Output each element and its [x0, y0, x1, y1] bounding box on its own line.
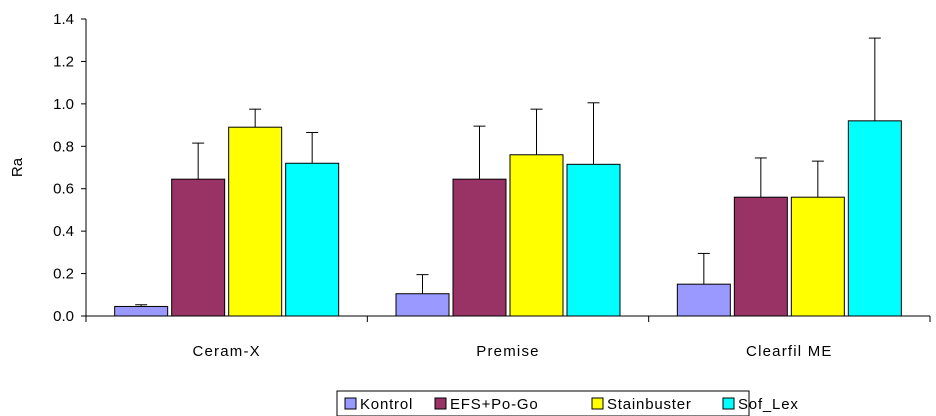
x-category-label: Clearfil ME: [746, 343, 833, 360]
y-tick-label: 0.0: [53, 308, 74, 325]
bar: [452, 178, 507, 317]
legend-entry: Kontrol: [360, 396, 413, 413]
bar: [171, 178, 226, 317]
bar: [790, 196, 845, 317]
bar: [114, 305, 169, 317]
bar: [847, 120, 902, 317]
bar: [566, 163, 621, 317]
y-tick-label: 1.2: [53, 53, 74, 70]
bars: [114, 37, 902, 317]
y-tick-label: 0.6: [53, 181, 74, 198]
y-tick-label: 0.2: [53, 266, 74, 283]
bar: [285, 162, 340, 317]
x-axis: Ceram-X Premise Clearfil ME: [85, 315, 931, 360]
y-tick-label: 1.0: [53, 96, 74, 113]
bar: [676, 283, 731, 317]
y-tick-label: 0.8: [53, 138, 74, 155]
bar: [228, 126, 283, 317]
legend-entry: Stainbuster: [607, 396, 692, 413]
legend-swatch: [434, 397, 447, 410]
legend-box: [336, 390, 750, 416]
legend-entry: EFS+Po-Go: [450, 396, 538, 413]
bar: [395, 293, 450, 317]
bar: [733, 196, 788, 317]
legend-entry: Sof_Lex: [738, 396, 799, 413]
y-tick-label: 1.4: [53, 11, 74, 28]
y-tick-label: 0.4: [53, 223, 74, 240]
legend-swatch: [344, 397, 357, 410]
y-axis-title: Ra: [9, 157, 26, 177]
bar: [509, 154, 564, 317]
legend-swatch: [722, 397, 735, 410]
y-axis: 0.0 0.2 0.4 0.6 0.8 1.0 1.2 1.4 Ra: [9, 11, 87, 325]
x-category-label: Ceram-X: [192, 343, 260, 360]
legend: Kontrol EFS+Po-Go Stainbuster Sof_Lex: [336, 390, 799, 416]
x-category-label: Premise: [476, 343, 539, 360]
legend-swatch: [591, 397, 604, 410]
